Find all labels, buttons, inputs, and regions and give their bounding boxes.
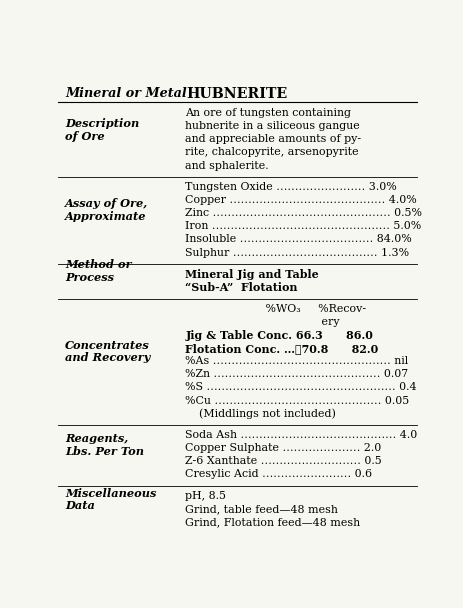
Text: Soda Ash …………………………………… 4.0: Soda Ash …………………………………… 4.0 [185,430,418,440]
Text: rite, chalcopyrite, arsenopyrite: rite, chalcopyrite, arsenopyrite [185,147,359,157]
Text: hubnerite in a siliceous gangue: hubnerite in a siliceous gangue [185,121,360,131]
Text: %WO₃     %Recov-: %WO₃ %Recov- [185,304,366,314]
Text: %Zn ……………………………………… 0.07: %Zn ……………………………………… 0.07 [185,369,408,379]
Text: Jig & Table Conc. 66.3      86.0: Jig & Table Conc. 66.3 86.0 [185,330,373,341]
Text: Flotation Conc. …⁩70.8      82.0: Flotation Conc. …⁩70.8 82.0 [185,343,379,354]
Text: (Middlings not included): (Middlings not included) [185,409,336,419]
Text: Zinc ………………………………………… 0.5%: Zinc ………………………………………… 0.5% [185,209,422,218]
Text: Z-6 Xanthate ……………………… 0.5: Z-6 Xanthate ……………………… 0.5 [185,457,382,466]
Text: Tungsten Oxide …………………… 3.0%: Tungsten Oxide …………………… 3.0% [185,182,397,192]
Text: Assay of Ore,
Approximate: Assay of Ore, Approximate [65,198,148,222]
Text: %As ………………………………………… nil: %As ………………………………………… nil [185,356,408,366]
Text: Reagents,
Lbs. Per Ton: Reagents, Lbs. Per Ton [65,434,144,457]
Text: Grind, Flotation feed—48 mesh: Grind, Flotation feed—48 mesh [185,517,360,527]
Text: Grind, table feed—48 mesh: Grind, table feed—48 mesh [185,504,338,514]
Text: Concentrates
and Recovery: Concentrates and Recovery [65,340,150,364]
Text: %S …………………………………………… 0.4: %S …………………………………………… 0.4 [185,382,417,392]
Text: An ore of tungsten containing: An ore of tungsten containing [185,108,351,118]
Text: pH, 8.5: pH, 8.5 [185,491,226,501]
Text: and sphalerite.: and sphalerite. [185,161,269,170]
Text: HUBNERITE: HUBNERITE [187,87,288,101]
Text: %Cu ……………………………………… 0.05: %Cu ……………………………………… 0.05 [185,396,409,406]
Text: Iron ………………………………………… 5.0%: Iron ………………………………………… 5.0% [185,221,421,232]
Text: Copper …………………………………… 4.0%: Copper …………………………………… 4.0% [185,195,417,205]
Text: Copper Sulphate ………………… 2.0: Copper Sulphate ………………… 2.0 [185,443,382,454]
Text: ery: ery [185,317,340,327]
Text: Miscellaneous
Data: Miscellaneous Data [65,488,156,511]
Text: Mineral or Metal: Mineral or Metal [65,87,187,100]
Text: “Sub-A”  Flotation: “Sub-A” Flotation [185,282,298,293]
Text: and appreciable amounts of py-: and appreciable amounts of py- [185,134,362,144]
Text: Mineral Jig and Table: Mineral Jig and Table [185,269,319,280]
Text: Description
of Ore: Description of Ore [65,118,139,142]
Text: Insoluble ……………………………… 84.0%: Insoluble ……………………………… 84.0% [185,235,412,244]
Text: Cresylic Acid …………………… 0.6: Cresylic Acid …………………… 0.6 [185,469,372,480]
Text: Method or
Process: Method or Process [65,259,131,283]
Text: Sulphur ………………………………… 1.3%: Sulphur ………………………………… 1.3% [185,247,409,258]
